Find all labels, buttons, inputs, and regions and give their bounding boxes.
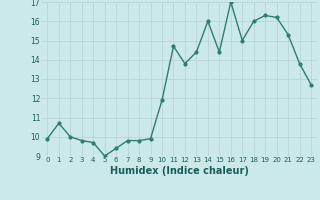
X-axis label: Humidex (Indice chaleur): Humidex (Indice chaleur) bbox=[110, 166, 249, 176]
